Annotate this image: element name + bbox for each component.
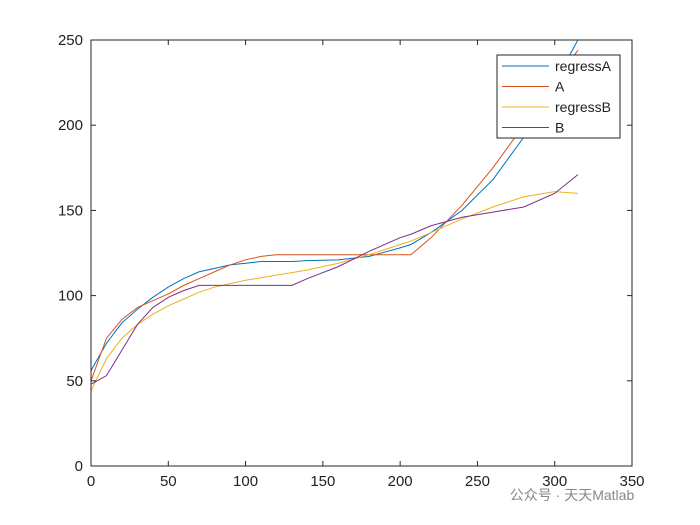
axes-box: [90, 39, 633, 467]
series-line: [91, 174, 579, 385]
y-tick-label: 150: [58, 202, 83, 219]
legend-label: regressB: [555, 99, 611, 115]
x-tick-label: 100: [233, 473, 258, 490]
y-tick-label: 250: [58, 32, 83, 49]
legend-label: A: [555, 79, 565, 95]
legend-label: regressA: [555, 58, 612, 74]
x-tick-label: 350: [619, 473, 644, 490]
series-line: [91, 40, 579, 371]
watermark: 公众号 · 天天Matlab: [510, 487, 635, 503]
x-tick-label: 150: [310, 473, 335, 490]
y-tick-label: 0: [75, 458, 83, 475]
x-tick-label: 0: [87, 473, 95, 490]
x-tick-label: 250: [465, 473, 490, 490]
x-tick-label: 50: [160, 473, 177, 490]
x-tick-label: 200: [388, 473, 413, 490]
legend-box: [496, 54, 621, 139]
y-tick-label: 200: [58, 117, 83, 134]
lines: [91, 40, 579, 392]
legend-label: B: [555, 120, 564, 136]
x-tick-label: 300: [542, 473, 567, 490]
y-tick-label: 100: [58, 288, 83, 305]
series-line: [91, 191, 578, 392]
series-line: [91, 49, 579, 381]
y-tick-label: 50: [66, 373, 83, 390]
